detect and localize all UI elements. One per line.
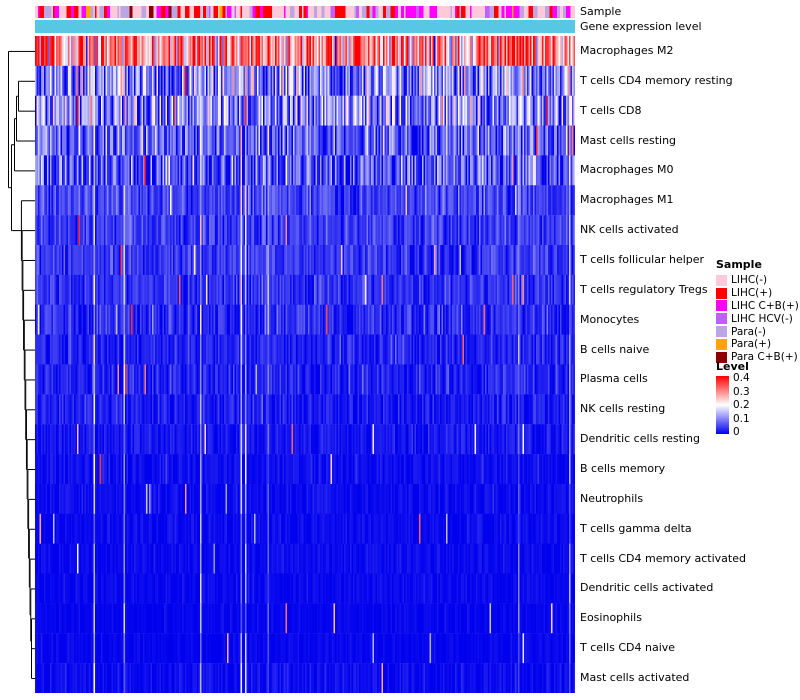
row-label-t-cells-cd4-memory-resting: T cells CD4 memory resting [580,73,733,87]
row-label-nk-cells-resting: NK cells resting [580,402,666,416]
level-legend: Level 0.4 0.3 0.2 0.1 0 [716,360,750,437]
level-tick-label: 0.4 [733,372,750,384]
legend-color-swatch [716,338,727,350]
row-label-macrophages-m2: Macrophages M2 [580,43,674,57]
level-tick-label: 0.3 [733,385,750,398]
expression-bar-label: Gene expression level [580,20,702,33]
row-label-mast-cells-resting: Mast cells resting [580,133,677,147]
sample-legend-item: LIHC C+B(+) [716,300,799,313]
row-label-mast-cells-activated: Mast cells activated [580,671,690,685]
row-label-b-cells-memory: B cells memory [580,462,666,476]
row-label-dendritic-cells-activated: Dendritic cells activated [580,581,714,595]
row-label-t-cells-cd8: T cells CD8 [580,103,642,117]
row-label-t-cells-gamma-delta: T cells gamma delta [580,521,692,535]
level-tick-label: 0 [733,426,740,438]
level-tick-label: 0.2 [733,399,750,411]
row-label-nk-cells-activated: NK cells activated [580,223,679,237]
row-label-dendritic-cells-resting: Dendritic cells resting [580,432,700,446]
row-label-eosinophils: Eosinophils [580,611,642,625]
legend-item-label: LIHC HCV(-) [731,312,793,325]
row-label-t-cells-cd4-memory-activated: T cells CD4 memory activated [580,551,746,565]
level-legend-title: Level [716,360,749,373]
legend-color-swatch [716,287,727,299]
sample-legend-item: Para(-) [716,325,799,338]
level-tick-labels: 0.4 0.3 0.2 0.1 0 [733,372,750,438]
legend-color-swatch [716,351,727,363]
heatmap-canvas [35,36,575,693]
row-label-monocytes: Monocytes [580,312,640,326]
legend-color-swatch [716,274,727,286]
legend-item-label: Para(-) [731,325,767,338]
row-label-macrophages-m0: Macrophages M0 [580,163,674,177]
legend-item-label: Para C+B(+) [731,351,798,364]
sample-legend-title: Sample [716,258,762,271]
sample-legend-item: Para C+B(+) [716,351,799,364]
row-label-plasma-cells: Plasma cells [580,372,648,386]
sample-legend-items: LIHC(-) LIHC(+) LIHC C+B(+) LIHC HCV(-) Para… [716,274,799,364]
row-label-t-cells-regulatory-tregs: T cells regulatory Tregs [580,282,708,296]
sample-legend: Sample LIHC(-) LIHC(+) LIHC C+B(+) LIHC HCV… [716,258,799,364]
level-gradient-bar [716,376,729,434]
legend-item-label: LIHC(-) [731,274,768,287]
sample-bar-label: Sample [580,5,622,18]
level-tick-label: 0.1 [733,412,750,425]
sample-legend-item: LIHC HCV(-) [716,312,799,325]
legend-item-label: Para(+) [731,338,772,351]
row-label-b-cells-naive: B cells naive [580,342,650,356]
sample-legend-item: LIHC(+) [716,287,799,300]
row-label-macrophages-m1: Macrophages M1 [580,193,674,207]
legend-color-swatch [716,313,727,325]
row-dendrogram [4,36,35,693]
legend-color-swatch [716,326,727,338]
sample-legend-item: LIHC(-) [716,274,799,287]
sample-annotation-bar [35,6,575,18]
legend-color-swatch [716,300,727,312]
legend-item-label: LIHC C+B(+) [731,299,799,312]
row-label-t-cells-cd4-naive: T cells CD4 naive [580,641,676,655]
legend-item-label: LIHC(+) [731,287,773,300]
gene-expression-annotation-bar [35,20,575,33]
sample-legend-item: Para(+) [716,338,799,351]
row-label-t-cells-follicular-helper: T cells follicular helper [580,252,705,266]
row-label-neutrophils: Neutrophils [580,491,644,505]
